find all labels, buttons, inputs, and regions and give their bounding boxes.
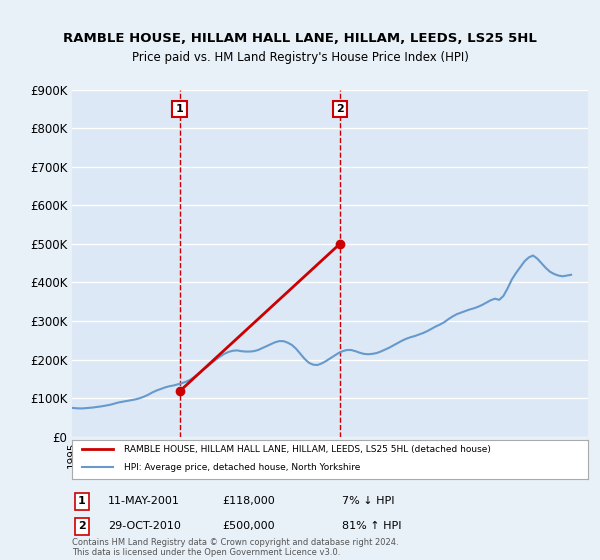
Text: RAMBLE HOUSE, HILLAM HALL LANE, HILLAM, LEEDS, LS25 5HL (detached house): RAMBLE HOUSE, HILLAM HALL LANE, HILLAM, … xyxy=(124,445,490,454)
Text: 1: 1 xyxy=(176,104,184,114)
Text: £500,000: £500,000 xyxy=(222,521,275,531)
Text: 7% ↓ HPI: 7% ↓ HPI xyxy=(342,496,395,506)
Text: HPI: Average price, detached house, North Yorkshire: HPI: Average price, detached house, Nort… xyxy=(124,463,360,472)
Text: 29-OCT-2010: 29-OCT-2010 xyxy=(108,521,181,531)
Text: Contains HM Land Registry data © Crown copyright and database right 2024.
This d: Contains HM Land Registry data © Crown c… xyxy=(72,538,398,557)
Text: RAMBLE HOUSE, HILLAM HALL LANE, HILLAM, LEEDS, LS25 5HL: RAMBLE HOUSE, HILLAM HALL LANE, HILLAM, … xyxy=(63,32,537,45)
Text: 2: 2 xyxy=(336,104,344,114)
Text: Price paid vs. HM Land Registry's House Price Index (HPI): Price paid vs. HM Land Registry's House … xyxy=(131,52,469,64)
Text: 81% ↑ HPI: 81% ↑ HPI xyxy=(342,521,401,531)
Text: £118,000: £118,000 xyxy=(222,496,275,506)
Text: 11-MAY-2001: 11-MAY-2001 xyxy=(108,496,180,506)
Text: 1: 1 xyxy=(78,496,86,506)
Text: 2: 2 xyxy=(78,521,86,531)
